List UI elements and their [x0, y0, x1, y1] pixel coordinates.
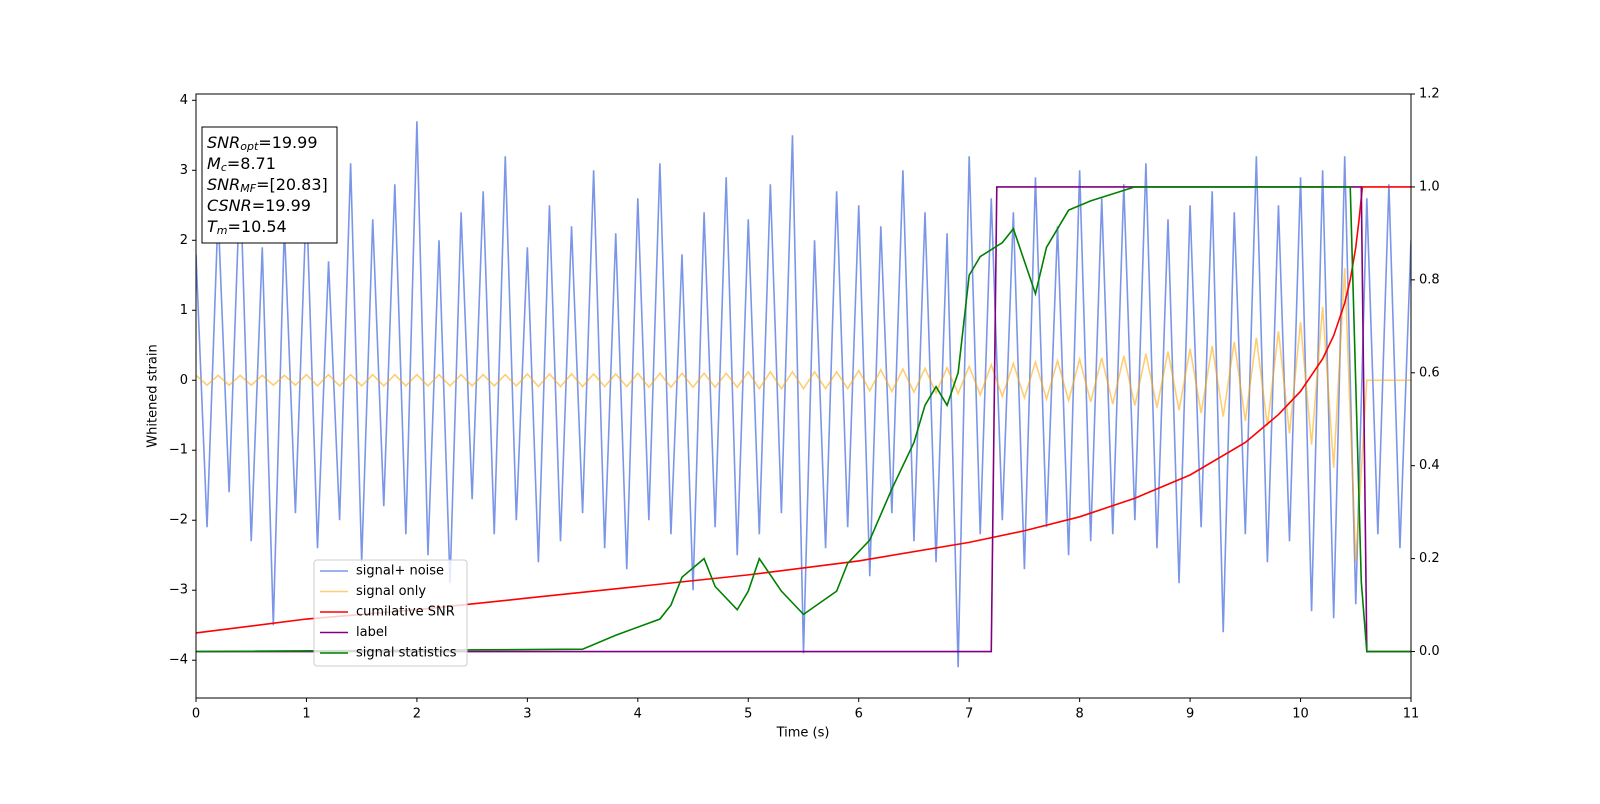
annotation-sub: m	[217, 224, 228, 237]
y2-tick-label: 0.6	[1419, 365, 1440, 380]
legend-label: signal only	[356, 584, 426, 599]
y2-tick-label: 0.0	[1419, 644, 1440, 659]
annotation-sub: opt	[240, 140, 259, 153]
y-tick-label: 1	[180, 303, 188, 318]
annotation-text: Tm=10.54	[207, 217, 287, 238]
series-line	[196, 268, 1411, 563]
y-tick-label: 0	[180, 373, 188, 388]
y2-tick-label: 0.2	[1419, 551, 1440, 566]
x-axis-label: Time (s)	[776, 726, 830, 741]
x-tick-label: 9	[1186, 707, 1194, 722]
y2-tick-label: 1.0	[1419, 179, 1440, 194]
annotation: SNRopt=19.99Mc=8.71SNRMF=[20.83]CSNR=19.…	[201, 126, 338, 244]
y-tick-label: −1	[169, 443, 188, 458]
y-tick-label: 4	[180, 93, 188, 108]
annotation-text: Mc=8.71	[207, 154, 276, 175]
annotation-value: =[20.83]	[256, 175, 328, 194]
legend-label: cumilative SNR	[356, 605, 455, 620]
x-tick-label: 5	[744, 707, 752, 722]
plot-area	[196, 121, 1411, 668]
annotation-name: SNR	[207, 133, 240, 152]
annotation-text: CSNR=19.99	[207, 196, 311, 215]
x-tick-label: 7	[965, 707, 973, 722]
y-tick-label: −4	[169, 653, 188, 668]
legend: signal+ noise signal only cumilative SNR la…	[313, 559, 468, 667]
x-tick-label: 4	[634, 707, 642, 722]
annotation-name: CSNR	[207, 196, 252, 215]
legend-box	[313, 559, 468, 667]
annotation-value: =10.54	[228, 217, 287, 236]
annotation-name: T	[207, 217, 218, 236]
x-tick-label: 11	[1403, 707, 1420, 722]
legend-label: signal+ noise	[356, 564, 444, 579]
annotation-value: =19.99	[258, 133, 317, 152]
series-line	[196, 186, 1411, 653]
y-tick-label: −2	[169, 513, 188, 528]
x-tick-label: 3	[523, 707, 531, 722]
x-tick-label: 8	[1075, 707, 1083, 722]
x-tick-label: 6	[855, 707, 863, 722]
y2-tick-label: 0.8	[1419, 272, 1440, 287]
annotation-text: SNRMF=[20.83]	[207, 175, 328, 196]
y-tick-label: −3	[169, 583, 188, 598]
annotation-name: SNR	[207, 175, 240, 194]
annotation-value: =8.71	[227, 154, 276, 173]
x-tick-label: 10	[1292, 707, 1309, 722]
plot-frame	[195, 93, 1412, 699]
annotation-sub: c	[221, 161, 227, 174]
y-axis-label: Whitened strain	[146, 344, 161, 447]
legend-label: signal statistics	[356, 646, 457, 661]
x-tick-label: 1	[302, 707, 310, 722]
x-tick-label: 0	[192, 707, 200, 722]
y2-tick-label: 0.4	[1419, 458, 1440, 473]
y2-tick-label: 1.2	[1419, 87, 1440, 102]
legend-label: label	[356, 625, 387, 640]
series-line	[196, 121, 1411, 668]
annotation-sub: MF	[240, 182, 256, 195]
annotation-text: SNRopt=19.99	[207, 133, 318, 154]
y-tick-label: 2	[180, 233, 188, 248]
annotation-box	[201, 126, 338, 244]
y-tick-label: 3	[180, 163, 188, 178]
x-tick-label: 2	[413, 707, 421, 722]
annotation-value: =19.99	[252, 196, 311, 215]
annotation-name: M	[207, 154, 221, 173]
